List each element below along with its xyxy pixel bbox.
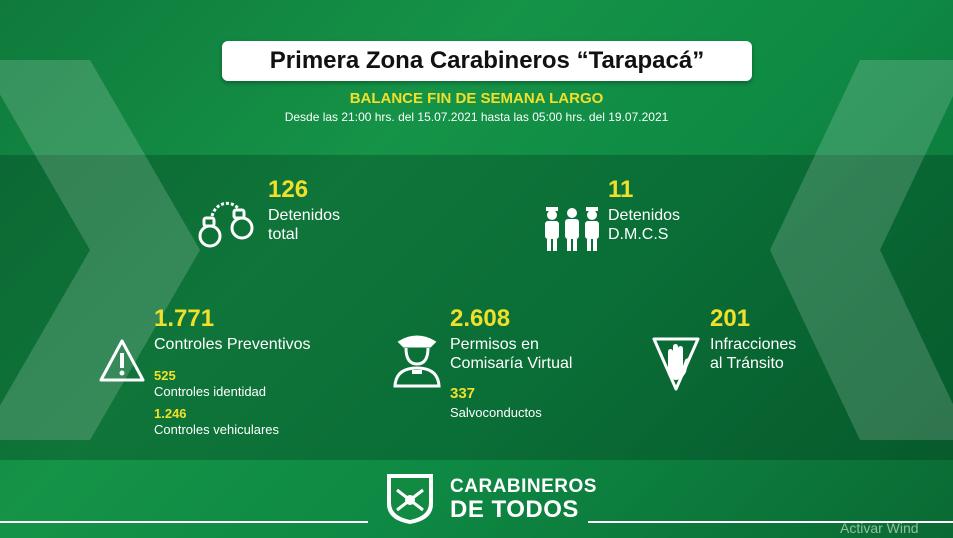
- permisos-value: 2.608: [450, 305, 511, 332]
- footer-line-left: [0, 521, 368, 523]
- date-range: Desde las 21:00 hrs. del 15.07.2021 hast…: [284, 110, 669, 124]
- police-officer-icon: [393, 335, 441, 388]
- controles-identidad-label: Controles identidad: [154, 384, 267, 399]
- infracciones-label-1: Infracciones: [710, 336, 797, 353]
- footer-line-right: [588, 521, 953, 523]
- detenidos-dmcs-value: 11: [608, 176, 634, 203]
- page-subtitle: BALANCE FIN DE SEMANA LARGO: [349, 90, 604, 107]
- page-title: Primera Zona Carabineros “Tarapacá”: [269, 47, 705, 74]
- salvoconductos-value: 337: [450, 385, 476, 402]
- detenidos-total-label-2: total: [268, 226, 299, 243]
- controles-label: Controles Preventivos: [154, 336, 311, 353]
- permisos-label-2: Comisaría Virtual: [450, 355, 573, 372]
- permisos-label-1: Permisos en: [450, 336, 539, 353]
- salvoconductos-label: Salvoconductos: [450, 405, 542, 420]
- controles-vehiculares-label: Controles vehiculares: [154, 422, 280, 437]
- brand-line-1: CARABINEROS: [450, 476, 597, 497]
- handcuffs-icon: [198, 201, 254, 248]
- infracciones-value: 201: [710, 305, 751, 332]
- infracciones-label-2: al Tránsito: [710, 355, 784, 372]
- detainees-icon: [545, 207, 599, 251]
- detenidos-total-label-1: Detenidos: [268, 207, 341, 224]
- detenidos-dmcs-label-2: D.M.C.S: [608, 226, 669, 243]
- detenidos-total-value: 126: [268, 176, 309, 203]
- detenidos-dmcs-label-1: Detenidos: [608, 207, 681, 224]
- stop-hand-icon: [652, 337, 700, 391]
- title-box: Primera Zona Carabineros “Tarapacá”: [222, 41, 752, 81]
- controles-vehiculares-value: 1.246: [154, 406, 187, 421]
- activation-watermark: Activar Wind: [840, 520, 919, 536]
- controles-value: 1.771: [154, 305, 215, 332]
- content-band: [0, 155, 953, 460]
- controles-identidad-value: 525: [154, 368, 176, 383]
- carabineros-shield-icon: [387, 474, 433, 524]
- decorative-chevron-right: [770, 60, 953, 440]
- brand-line-2: DE TODOS: [450, 496, 579, 523]
- warning-icon: [99, 339, 145, 382]
- decorative-chevron-left: [0, 60, 200, 440]
